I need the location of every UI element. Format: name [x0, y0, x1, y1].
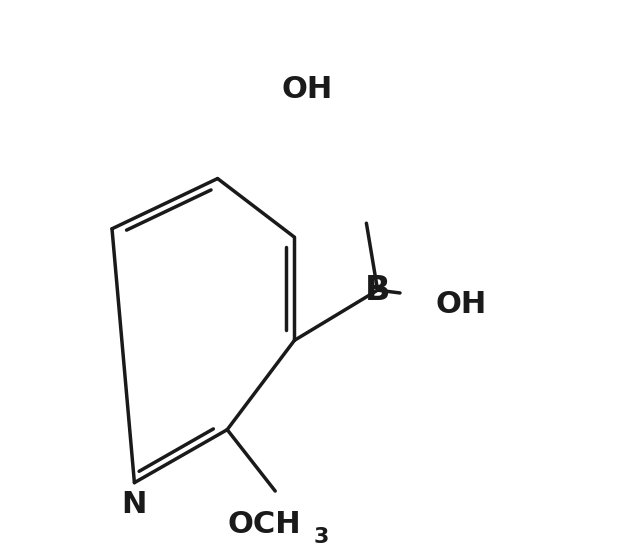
Text: OH: OH	[282, 75, 333, 104]
Text: OH: OH	[435, 290, 486, 319]
Text: B: B	[365, 273, 390, 307]
Text: OCH: OCH	[227, 510, 301, 539]
Text: N: N	[122, 490, 147, 519]
Text: 3: 3	[314, 527, 329, 547]
